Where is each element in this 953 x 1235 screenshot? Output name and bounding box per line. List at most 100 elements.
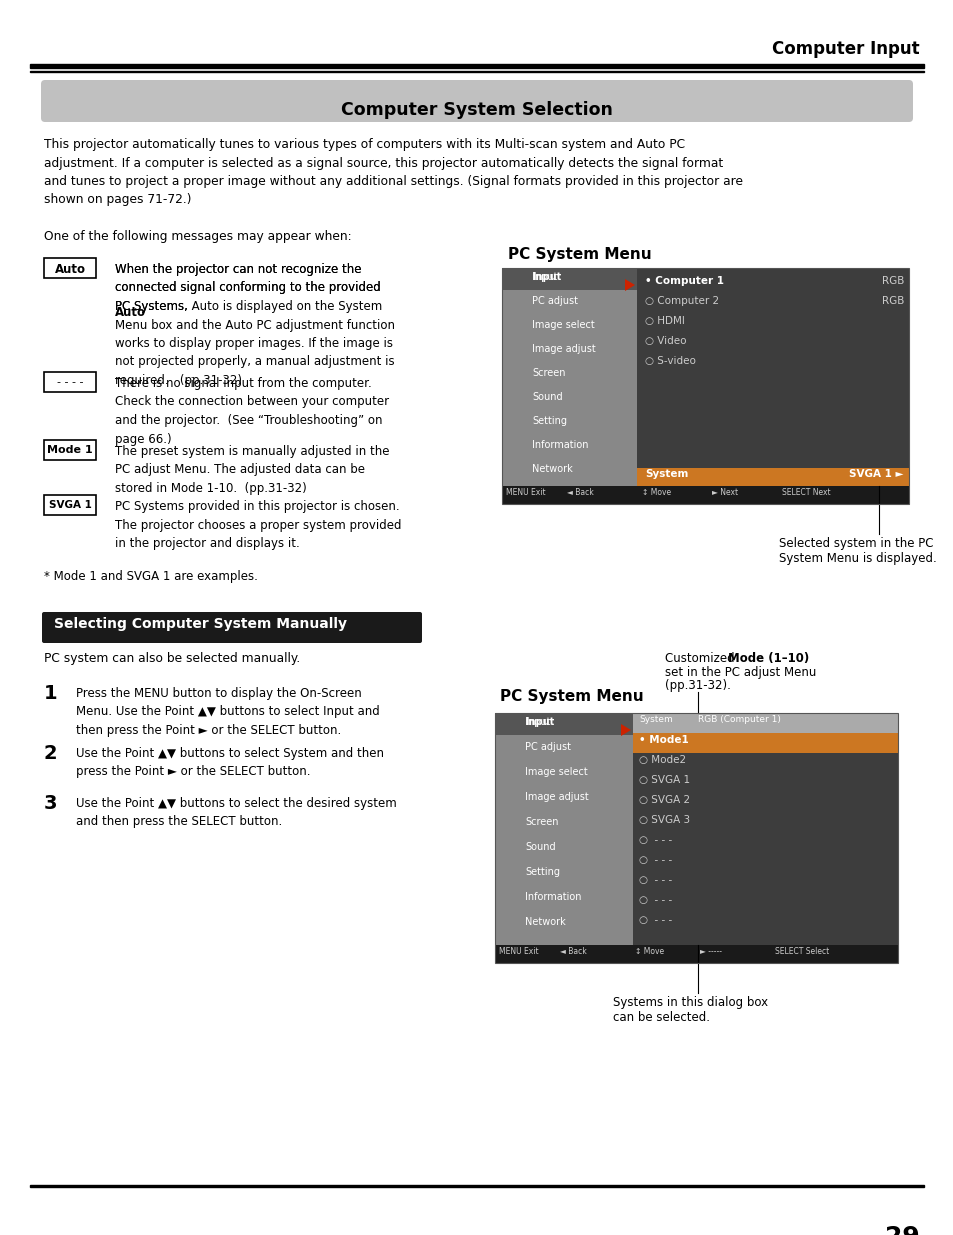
Bar: [44, 495, 96, 515]
Text: ○  - - -: ○ - - -: [639, 855, 672, 864]
Text: PC adjust: PC adjust: [532, 296, 578, 306]
Text: Input: Input: [532, 272, 557, 282]
Text: The preset system is manually adjusted in the
PC adjust Menu. The adjusted data : The preset system is manually adjusted i…: [115, 445, 389, 495]
Text: System: System: [644, 469, 688, 479]
Bar: [30, 70, 923, 72]
Text: Setting: Setting: [532, 416, 566, 426]
Bar: [30, 1186, 923, 1187]
Text: Information: Information: [532, 440, 588, 450]
Text: When the projector can not recognize the
connected signal conforming to the prov: When the projector can not recognize the…: [115, 263, 380, 312]
Text: Network: Network: [524, 918, 565, 927]
Text: Image select: Image select: [524, 767, 587, 777]
Polygon shape: [620, 724, 630, 736]
Bar: [501, 268, 637, 290]
Bar: [30, 64, 923, 68]
Polygon shape: [624, 279, 635, 291]
Text: System: System: [639, 715, 672, 724]
Text: ◄ Back: ◄ Back: [566, 488, 593, 496]
Text: ↕ Move: ↕ Move: [635, 947, 663, 956]
Bar: [495, 713, 633, 963]
Text: There is no signal input from the computer.
Check the connection between your co: There is no signal input from the comput…: [115, 377, 389, 446]
Text: ► -----: ► -----: [700, 947, 721, 956]
Text: Image adjust: Image adjust: [532, 345, 595, 354]
Bar: [501, 268, 637, 504]
Text: ○ Video: ○ Video: [644, 336, 686, 346]
Text: ○ SVGA 2: ○ SVGA 2: [639, 795, 689, 805]
Text: ○ Computer 2: ○ Computer 2: [644, 296, 719, 306]
Text: Systems in this dialog box
can be selected.: Systems in this dialog box can be select…: [613, 995, 767, 1024]
Text: SVGA 1: SVGA 1: [49, 500, 91, 510]
Text: 29: 29: [884, 1225, 919, 1235]
Text: ○ SVGA 3: ○ SVGA 3: [639, 815, 689, 825]
Text: Computer System Selection: Computer System Selection: [341, 101, 612, 119]
Text: ○  - - -: ○ - - -: [639, 915, 672, 925]
Bar: [633, 713, 897, 963]
Text: PC System Menu: PC System Menu: [499, 689, 643, 704]
Text: ○ S-video: ○ S-video: [644, 356, 695, 366]
FancyBboxPatch shape: [41, 80, 912, 122]
Text: ◄ Back: ◄ Back: [559, 947, 586, 956]
Text: ○  - - -: ○ - - -: [639, 835, 672, 845]
Bar: [495, 713, 897, 963]
Text: - - - -: - - - -: [56, 377, 83, 387]
Bar: [501, 268, 908, 504]
Text: Mode (1–10): Mode (1–10): [727, 652, 808, 664]
Text: • Computer 1: • Computer 1: [644, 275, 723, 287]
Text: SELECT Next: SELECT Next: [781, 488, 830, 496]
Text: • Mode1: • Mode1: [639, 735, 688, 745]
Text: Screen: Screen: [524, 818, 558, 827]
Text: Use the Point ▲▼ buttons to select System and then
press the Point ► or the SELE: Use the Point ▲▼ buttons to select Syste…: [76, 747, 384, 778]
Text: 1: 1: [44, 684, 57, 703]
Text: Selecting Computer System Manually: Selecting Computer System Manually: [54, 618, 347, 631]
Text: Setting: Setting: [524, 867, 559, 877]
Bar: [637, 268, 908, 504]
Text: PC Systems provided in this projector is chosen.
The projector chooses a proper : PC Systems provided in this projector is…: [115, 500, 401, 550]
Text: Sound: Sound: [524, 842, 555, 852]
Text: One of the following messages may appear when:: One of the following messages may appear…: [44, 230, 352, 243]
Text: Selected system in the PC
System Menu is displayed.: Selected system in the PC System Menu is…: [779, 537, 936, 564]
Text: RGB (Computer 1): RGB (Computer 1): [698, 715, 781, 724]
Text: Image select: Image select: [532, 320, 594, 330]
Text: (pp.31-32).: (pp.31-32).: [664, 679, 730, 692]
Text: Input: Input: [532, 272, 560, 282]
Text: Computer Input: Computer Input: [772, 40, 919, 58]
Text: Network: Network: [532, 464, 572, 474]
Text: ○  - - -: ○ - - -: [639, 876, 672, 885]
Bar: [633, 713, 897, 734]
Bar: [495, 945, 897, 963]
Text: Auto: Auto: [115, 306, 146, 320]
Text: Auto: Auto: [54, 263, 86, 275]
Text: ○  - - -: ○ - - -: [639, 895, 672, 905]
Bar: [44, 372, 96, 391]
Text: 2: 2: [44, 743, 57, 763]
Text: 3: 3: [44, 794, 57, 813]
Text: Sound: Sound: [532, 391, 562, 403]
Text: ↕ Move: ↕ Move: [641, 488, 670, 496]
Text: Image adjust: Image adjust: [524, 792, 588, 802]
Text: Input: Input: [524, 718, 550, 727]
Text: * Mode 1 and SVGA 1 are examples.: * Mode 1 and SVGA 1 are examples.: [44, 571, 257, 583]
Text: When the projector can not recognize the
connected signal conforming to the prov: When the projector can not recognize the…: [115, 263, 395, 387]
Text: RGB: RGB: [881, 275, 903, 287]
Text: ○ SVGA 1: ○ SVGA 1: [639, 776, 689, 785]
Text: PC system can also be selected manually.: PC system can also be selected manually.: [44, 652, 300, 664]
Text: set in the PC adjust Menu: set in the PC adjust Menu: [664, 666, 816, 679]
Text: MENU Exit: MENU Exit: [505, 488, 545, 496]
Text: PC System Menu: PC System Menu: [507, 247, 651, 262]
Bar: [637, 468, 908, 487]
Text: PC adjust: PC adjust: [524, 742, 571, 752]
Text: Information: Information: [524, 892, 581, 902]
Text: Press the MENU button to display the On-Screen
Menu. Use the Point ▲▼ buttons to: Press the MENU button to display the On-…: [76, 687, 379, 737]
Bar: [495, 713, 633, 735]
Text: ○ Mode2: ○ Mode2: [639, 755, 685, 764]
Text: Input: Input: [524, 718, 554, 727]
Text: ○ HDMI: ○ HDMI: [644, 316, 684, 326]
Text: SELECT Select: SELECT Select: [774, 947, 828, 956]
Bar: [44, 440, 96, 459]
Text: MENU Exit: MENU Exit: [498, 947, 538, 956]
Text: Customized: Customized: [664, 652, 738, 664]
Text: Mode 1: Mode 1: [47, 445, 92, 454]
Bar: [44, 258, 96, 278]
FancyBboxPatch shape: [42, 613, 421, 643]
Text: Use the Point ▲▼ buttons to select the desired system
and then press the SELECT : Use the Point ▲▼ buttons to select the d…: [76, 797, 396, 829]
